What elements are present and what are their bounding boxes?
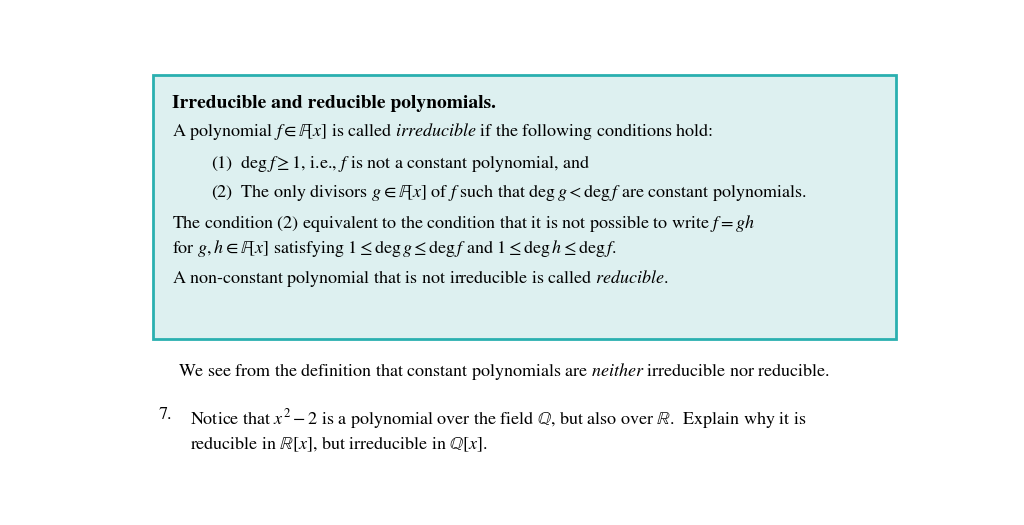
FancyBboxPatch shape xyxy=(154,75,896,339)
Text: A non-constant polynomial that is not irreducible is called $\mathit{reducible}$: A non-constant polynomial that is not ir… xyxy=(172,268,669,289)
Text: (2)  The only divisors $g \in \mathbb{F}[x]$ of $f$ such that $\deg g < \deg f$ : (2) The only divisors $g \in \mathbb{F}[… xyxy=(211,182,807,203)
Text: Notice that $x^2 - 2$ is a polynomial over the field $\mathbb{Q}$, but also over: Notice that $x^2 - 2$ is a polynomial ov… xyxy=(189,407,806,432)
Text: 7.: 7. xyxy=(158,407,172,424)
Text: A polynomial $f \in \mathbb{F}[x]$ is called $\mathit{irreducible}$ if the follo: A polynomial $f \in \mathbb{F}[x]$ is ca… xyxy=(172,121,713,142)
Text: for $g, h \in \mathbb{F}[x]$ satisfying $1 \leq \deg g \leq \deg f$ and $1 \leq : for $g, h \in \mathbb{F}[x]$ satisfying … xyxy=(172,238,616,259)
Text: The condition (2) equivalent to the condition that it is not possible to write $: The condition (2) equivalent to the cond… xyxy=(172,213,755,234)
Text: We see from the definition that constant polynomials are $\mathit{neither}$ irre: We see from the definition that constant… xyxy=(178,361,830,382)
Text: (1)  $\deg f \geq 1$, i.e., $f$ is not a constant polynomial, and: (1) $\deg f \geq 1$, i.e., $f$ is not a … xyxy=(211,153,591,174)
Text: Irreducible and reducible polynomials.: Irreducible and reducible polynomials. xyxy=(172,95,496,112)
Text: reducible in $\mathbb{R}[x]$, but irreducible in $\mathbb{Q}[x]$.: reducible in $\mathbb{R}[x]$, but irredu… xyxy=(189,434,488,454)
